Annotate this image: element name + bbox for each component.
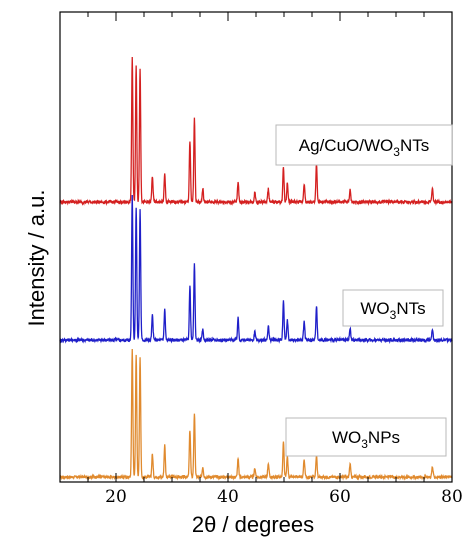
legend-box-0: WO3NPs (285, 417, 447, 457)
series-line-2 (59, 56, 453, 207)
legend-box-1: WO3NTs (342, 289, 444, 327)
series-line-1 (59, 194, 453, 345)
legend-box-2: Ag/CuO/WO3NTs (275, 124, 453, 166)
plot-frame (59, 11, 453, 483)
x-tick-label: 40 (217, 487, 239, 507)
x-tick-label: 60 (329, 487, 351, 507)
x-axis-title: 2θ / degrees (192, 512, 314, 537)
legends: WO3NPs WO3NTs Ag/CuO/WO3NTs (275, 124, 453, 457)
plot-area (59, 56, 453, 481)
legend-label-0: WO3NPs (332, 428, 400, 451)
y-axis-title: Intensity / a.u. (24, 190, 49, 327)
axes: 20 40 60 80 (59, 11, 463, 507)
x-tick-label: 80 (441, 487, 463, 507)
series-line-0 (59, 348, 453, 481)
legend-label-1: WO3NTs (360, 299, 425, 322)
x-tick-label: 20 (105, 487, 127, 507)
legend-label-2: Ag/CuO/WO3NTs (299, 136, 429, 159)
